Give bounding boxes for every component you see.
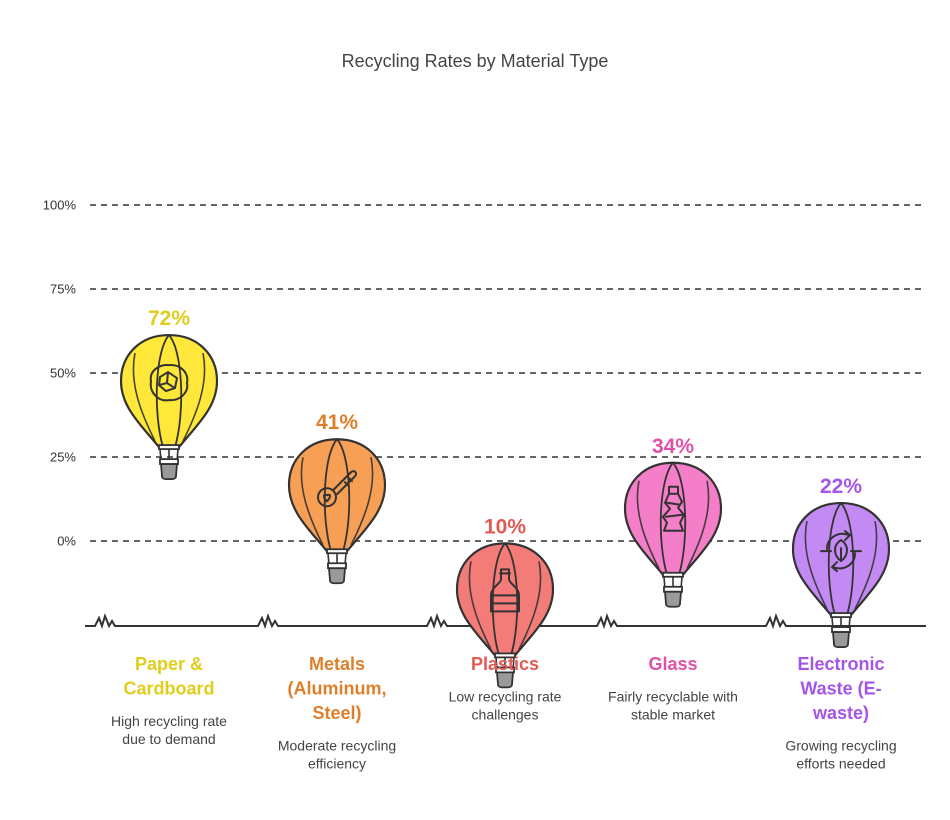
category-description: efforts needed — [796, 756, 885, 772]
category-description: Growing recycling — [785, 738, 896, 754]
ground-line — [85, 612, 926, 630]
balloon-bar — [287, 438, 387, 585]
y-tick-label: 50% — [50, 366, 76, 381]
category-name: (Aluminum, — [288, 679, 387, 699]
bottle-icon — [490, 568, 520, 613]
data-label: 41% — [316, 411, 358, 434]
category-name: Plastics — [471, 654, 539, 674]
category-description: Low recycling rate — [449, 689, 562, 705]
data-label: 22% — [820, 475, 862, 498]
y-tick-label: 100% — [43, 198, 77, 213]
category-description: challenges — [472, 707, 539, 723]
data-label: 10% — [484, 515, 526, 538]
category-name: Cardboard — [123, 679, 214, 699]
category-description: High recycling rate — [111, 713, 227, 729]
y-tick-label: 0% — [57, 534, 76, 549]
category-name: Electronic — [797, 654, 884, 674]
category-name: Paper & — [135, 654, 203, 674]
crushed-bottle-icon — [662, 485, 685, 532]
recycle-leaf-icon — [820, 530, 862, 573]
category-description: efficiency — [308, 756, 366, 772]
balloon-bar — [119, 333, 219, 480]
data-label: 34% — [652, 435, 694, 458]
data-label: 72% — [148, 307, 190, 330]
category-name: Steel) — [312, 703, 361, 723]
chart-title: Recycling Rates by Material Type — [342, 51, 609, 71]
grid: 0% 25% 50% 75% 100% — [43, 198, 926, 549]
balloon-bar — [623, 461, 723, 608]
balloons: 72% 41% 10% 34% 22% — [119, 307, 891, 689]
thermometer-icon — [317, 470, 358, 508]
category-description: Moderate recycling — [278, 738, 396, 754]
category-name: Waste (E- — [800, 679, 881, 699]
category-labels: Paper & Cardboard High recycling rate due t… — [111, 654, 897, 772]
balloon-bar — [791, 501, 891, 648]
category-name: waste) — [812, 703, 869, 723]
balloon-bar — [455, 542, 555, 689]
category-description: stable market — [631, 707, 715, 723]
category-description: Fairly recyclable with — [608, 689, 738, 705]
category-description: due to demand — [122, 731, 215, 747]
y-tick-label: 75% — [50, 282, 76, 297]
category-name: Metals — [309, 654, 365, 674]
y-tick-label: 25% — [50, 450, 76, 465]
category-name: Glass — [648, 654, 697, 674]
crumpled-paper-icon — [149, 364, 189, 402]
